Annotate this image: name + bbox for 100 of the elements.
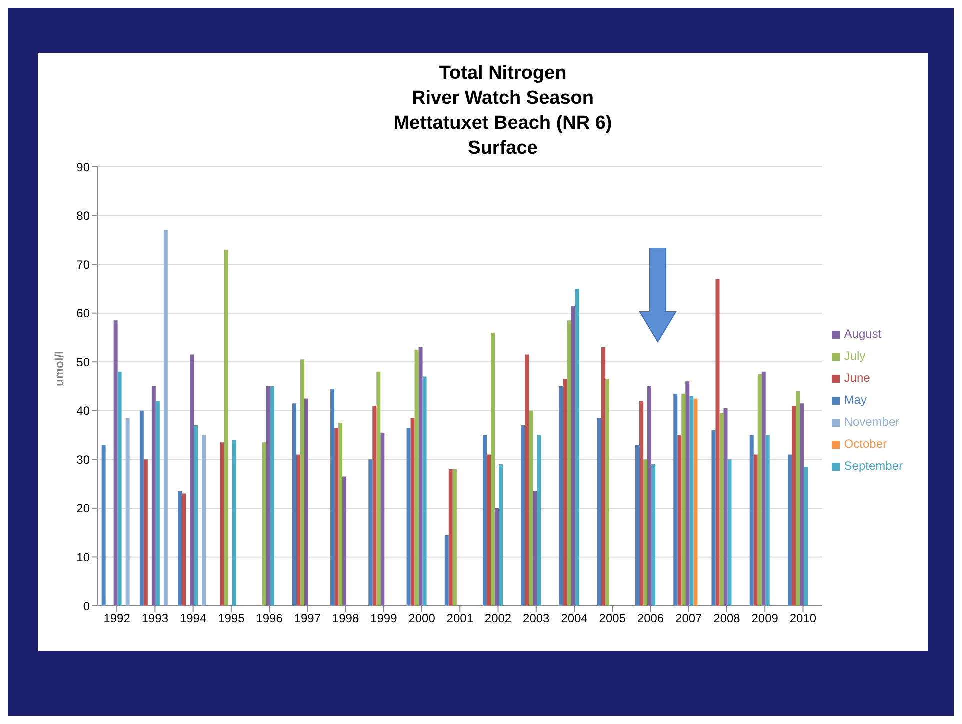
bar (636, 445, 640, 606)
x-tick-label: 2010 (790, 612, 817, 626)
bar (152, 386, 156, 606)
x-tick-label: 1999 (370, 612, 398, 626)
bar (788, 454, 792, 606)
y-axis-title: umol/l (52, 351, 66, 386)
bar (640, 401, 644, 606)
bar (728, 460, 732, 606)
x-tick-label: 1998 (332, 612, 360, 626)
bar (418, 347, 423, 606)
bar (220, 442, 224, 606)
bar (724, 408, 728, 606)
bar (716, 279, 720, 606)
bar (118, 372, 122, 606)
legend-label: May (844, 393, 867, 407)
bar (334, 428, 339, 606)
y-tick-label: 40 (76, 404, 90, 418)
bar (102, 445, 106, 606)
bar (178, 491, 182, 606)
bar (766, 435, 770, 606)
bar (750, 435, 754, 606)
bar (376, 372, 381, 606)
bar (330, 388, 335, 606)
bar (270, 386, 274, 606)
bar (368, 460, 373, 606)
bar (597, 418, 602, 606)
x-tick-label: 2001 (446, 612, 474, 626)
bar (448, 469, 453, 606)
bar (414, 350, 419, 606)
bar (410, 418, 415, 606)
bar (567, 320, 572, 606)
legend-label: July (844, 349, 866, 363)
y-tick-label: 10 (76, 550, 90, 564)
bar (529, 410, 534, 606)
bar (537, 435, 542, 606)
bar (754, 454, 758, 606)
x-tick-label: 1992 (104, 612, 131, 626)
x-tick-label: 2009 (752, 612, 779, 626)
bar (422, 376, 427, 606)
bar (762, 372, 766, 606)
x-tick-label: 2008 (714, 612, 741, 626)
bar (491, 332, 496, 606)
bar (644, 460, 648, 606)
chart-title: Total Nitrogen River Watch Season Mettatuxet Beach (NR 6) Surface (392, 62, 614, 161)
y-tick-label: 30 (76, 452, 90, 467)
y-tick-label: 50 (76, 355, 90, 370)
x-tick-label: 2005 (599, 612, 626, 626)
bar (300, 360, 304, 606)
bar (444, 535, 449, 606)
bar (533, 491, 538, 606)
y-tick-label: 20 (76, 502, 90, 516)
bar (372, 406, 377, 606)
x-tick-label: 1995 (218, 612, 246, 626)
bar (380, 432, 385, 606)
legend-label: November (844, 415, 900, 429)
bar (652, 464, 656, 606)
bar (194, 426, 198, 606)
bar (674, 394, 678, 606)
bar (262, 442, 266, 606)
bar (140, 410, 144, 606)
legend-label: August (844, 327, 882, 341)
bar (601, 347, 606, 606)
bar (575, 288, 580, 606)
bar (682, 394, 686, 606)
y-tick-label: 80 (76, 209, 90, 224)
y-tick-label: 60 (76, 306, 90, 321)
x-tick-label: 1997 (294, 612, 322, 626)
bar (563, 379, 568, 606)
bar (487, 454, 492, 606)
x-tick-label: 2006 (637, 612, 664, 626)
bar (678, 435, 682, 606)
legend-label: June (844, 371, 870, 385)
x-tick-label: 2003 (523, 612, 550, 626)
x-tick-label: 2002 (484, 612, 512, 626)
bar (800, 404, 804, 606)
x-tick-label: 1996 (256, 612, 284, 626)
bar (164, 230, 168, 606)
bar (499, 464, 504, 606)
x-tick-label: 1994 (180, 612, 207, 626)
bar (202, 435, 206, 606)
x-tick-label: 2000 (408, 612, 436, 626)
legend-label: September (844, 459, 903, 473)
bar (694, 398, 698, 606)
bar (296, 454, 300, 606)
bar (495, 508, 500, 606)
bar (758, 374, 762, 606)
bar (342, 476, 347, 606)
bar (190, 354, 194, 606)
bar (571, 306, 576, 606)
x-tick-label: 1993 (142, 612, 169, 626)
bar (686, 382, 690, 606)
bar (525, 354, 530, 606)
bar (605, 379, 610, 606)
y-tick-label: 70 (76, 258, 90, 272)
bar (156, 401, 160, 606)
bar (182, 494, 186, 606)
bar (483, 435, 488, 606)
y-tick-label: 0 (83, 599, 90, 614)
bar (796, 391, 800, 606)
bar (266, 386, 270, 606)
